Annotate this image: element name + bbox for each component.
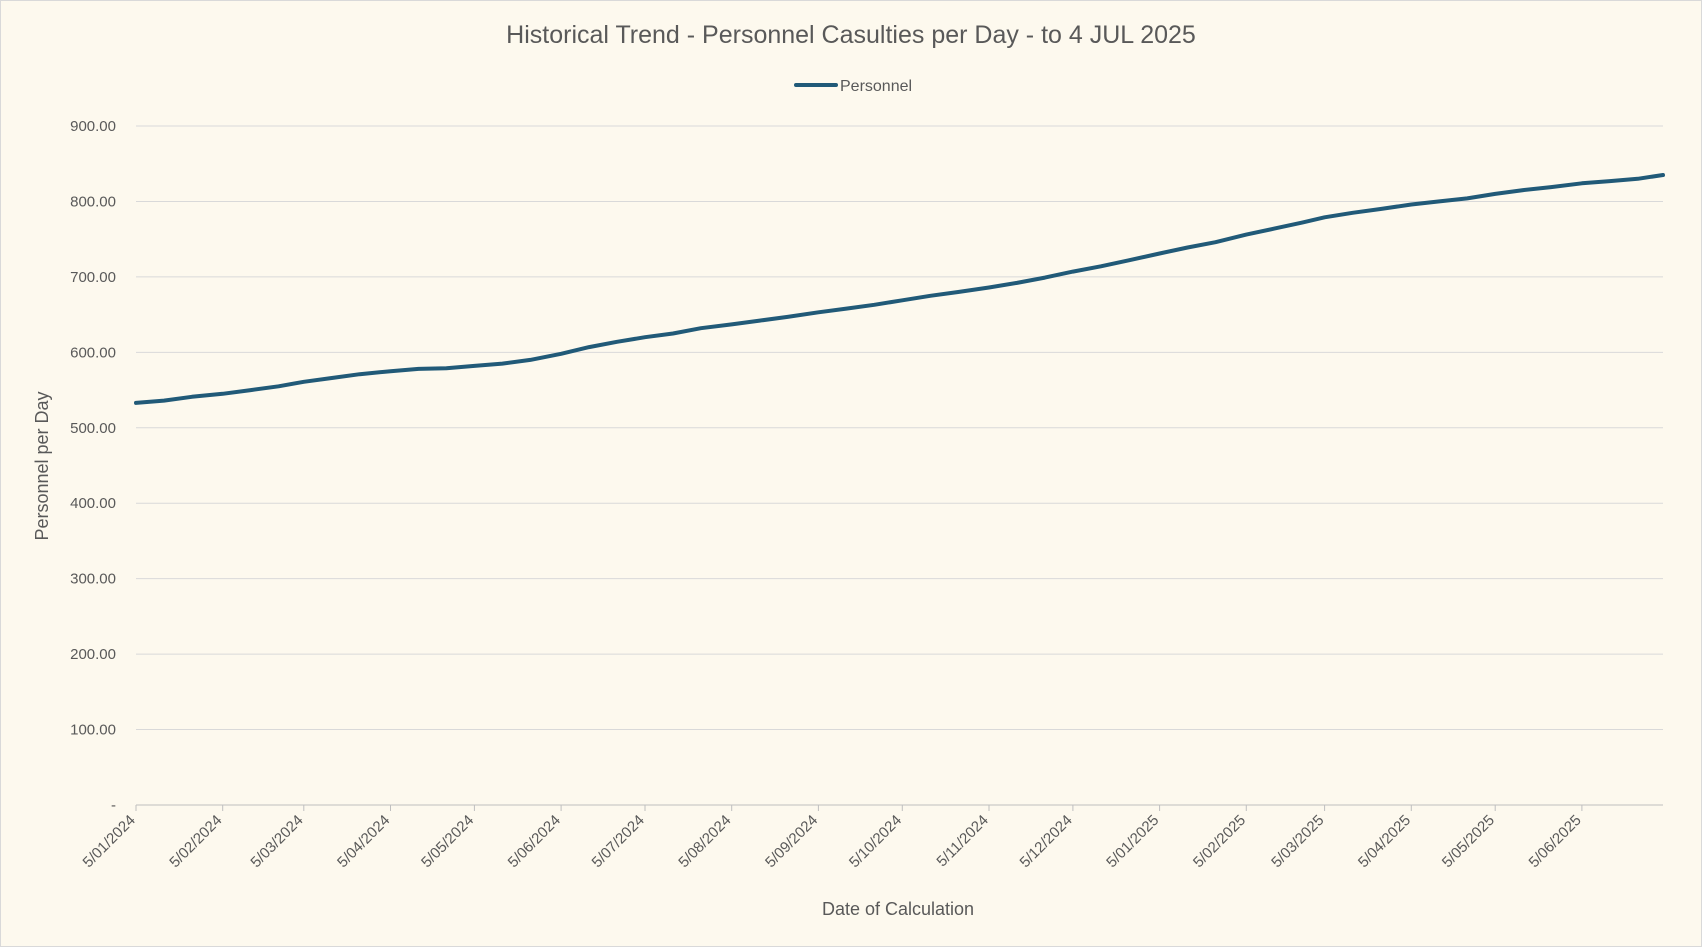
x-tick-label: 5/07/2024 bbox=[589, 812, 648, 871]
y-tick-label: 900.00 bbox=[70, 118, 116, 135]
y-tick-label: 500.00 bbox=[70, 420, 116, 437]
x-tick-label: 5/06/2024 bbox=[505, 812, 564, 871]
x-axis-ticks: 5/01/2024 5/02/2024 5/03/2024 5/04/2024 5/05… bbox=[80, 805, 1585, 871]
y-tick-label: - bbox=[111, 797, 116, 814]
x-tick-label: 5/02/2024 bbox=[166, 812, 225, 871]
chart-title: Historical Trend - Personnel Casulties p… bbox=[506, 21, 1196, 49]
x-tick-label: 5/06/2025 bbox=[1526, 812, 1585, 871]
x-tick-label: 5/05/2025 bbox=[1439, 812, 1498, 871]
x-tick-label: 5/04/2025 bbox=[1355, 812, 1414, 871]
x-tick-label: 5/11/2024 bbox=[933, 812, 991, 870]
y-tick-label: 200.00 bbox=[70, 646, 116, 663]
gridlines bbox=[136, 125, 1663, 806]
x-tick-label: 5/01/2024 bbox=[80, 812, 139, 871]
y-tick-label: 700.00 bbox=[70, 269, 116, 286]
x-tick-label: 5/02/2025 bbox=[1190, 812, 1249, 871]
y-tick-label: 400.00 bbox=[70, 495, 116, 512]
y-tick-label: 300.00 bbox=[70, 571, 116, 588]
x-axis-title: Date of Calculation bbox=[822, 899, 974, 919]
legend: Personnel bbox=[794, 78, 912, 95]
x-tick-label: 5/12/2024 bbox=[1017, 812, 1076, 871]
x-tick-label: 5/01/2025 bbox=[1103, 812, 1162, 871]
x-tick-label: 5/10/2024 bbox=[846, 812, 905, 871]
series-layer bbox=[134, 173, 1665, 405]
x-tick-label: 5/03/2025 bbox=[1268, 812, 1327, 871]
y-tick-label: 600.00 bbox=[70, 344, 116, 361]
x-tick-label: 5/04/2024 bbox=[334, 812, 393, 871]
y-axis-ticks: - 100.00 200.00 300.00 400.00 500.00 600.00 700… bbox=[70, 118, 116, 814]
x-tick-label: 5/05/2024 bbox=[418, 812, 477, 871]
x-tick-label: 5/03/2024 bbox=[247, 812, 306, 871]
y-tick-label: 100.00 bbox=[70, 722, 116, 739]
series-line-personnel bbox=[134, 173, 1665, 405]
x-tick-label: 5/08/2024 bbox=[675, 812, 734, 871]
x-tick-label: 5/09/2024 bbox=[762, 812, 821, 871]
y-tick-label: 800.00 bbox=[70, 193, 116, 210]
legend-label: Personnel bbox=[840, 78, 912, 95]
y-axis-title: Personnel per Day bbox=[32, 391, 52, 540]
